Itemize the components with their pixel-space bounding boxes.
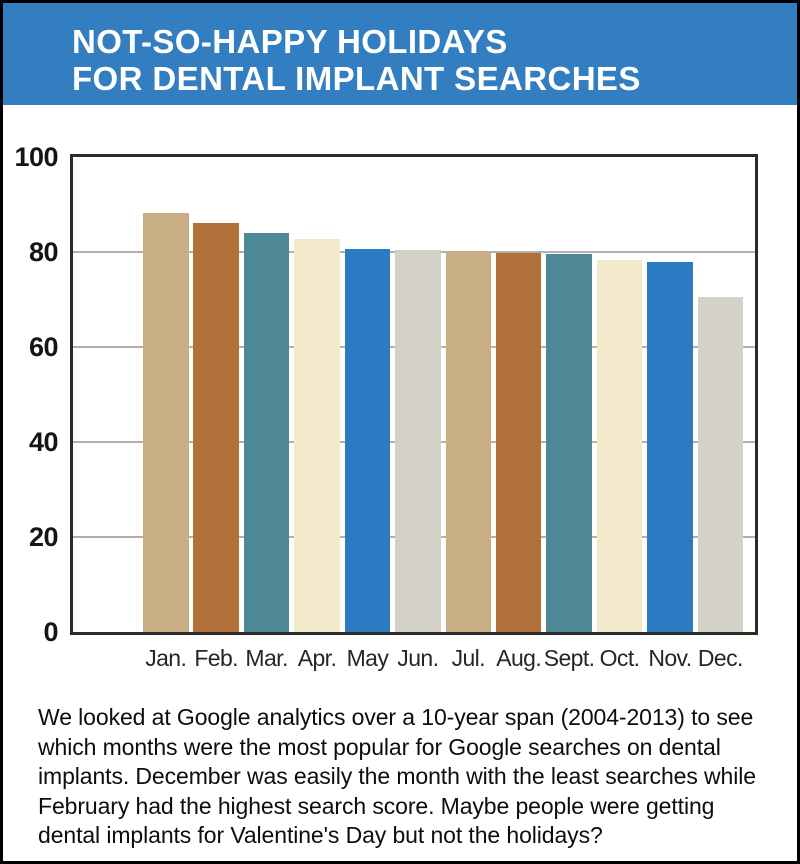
plot-area — [70, 154, 758, 635]
y-tick-label-40: 40 — [28, 427, 59, 457]
y-tick-label-0: 0 — [43, 617, 58, 647]
bar-dec — [697, 297, 744, 632]
bar-feb — [193, 222, 239, 632]
bar-nov — [647, 261, 693, 632]
x-tick-label-sept: Sept. — [543, 645, 595, 671]
caption-text: We looked at Google analytics over a 10-… — [38, 704, 756, 848]
header-band: NOT-SO-HAPPY HOLIDAYS FOR DENTAL IMPLANT… — [3, 3, 797, 105]
x-tick-label-aug: Aug. — [496, 645, 542, 671]
bar-aug — [495, 252, 542, 632]
x-axis-labels: Jan. Feb. Mar. Apr. May Jun. Jul. Aug. Sept. Oct.… — [73, 645, 755, 677]
x-tick-label-may: May — [346, 645, 389, 671]
x-tick-label-feb: Feb. — [194, 645, 238, 671]
x-tick-label-mar: Mar. — [245, 645, 288, 671]
y-tick-label-80: 80 — [28, 237, 59, 267]
x-tick-label-jan: Jan. — [145, 645, 187, 671]
x-tick-label-jun: Jun. — [397, 645, 439, 671]
x-tick-label-oct: Oct. — [599, 645, 640, 671]
bar-oct — [596, 259, 643, 632]
y-tick-label-60: 60 — [28, 332, 59, 362]
bar-mar — [243, 233, 290, 632]
bar-apr — [294, 238, 340, 632]
x-tick-label-dec: Dec. — [697, 645, 744, 671]
x-tick-label-nov: Nov. — [648, 645, 692, 671]
bar-jun — [395, 249, 441, 632]
x-tick-label-jul: Jul. — [451, 645, 486, 671]
bar-jan — [143, 212, 189, 632]
y-tick-label-100: 100 — [14, 142, 58, 172]
bar-jul — [445, 250, 492, 632]
infographic-title: NOT-SO-HAPPY HOLIDAYS FOR DENTAL IMPLANT… — [72, 23, 641, 97]
bar-may — [344, 249, 391, 632]
x-tick-label-apr: Apr. — [297, 645, 337, 671]
bar-sept — [546, 253, 592, 632]
y-tick-label-20: 20 — [28, 522, 59, 552]
